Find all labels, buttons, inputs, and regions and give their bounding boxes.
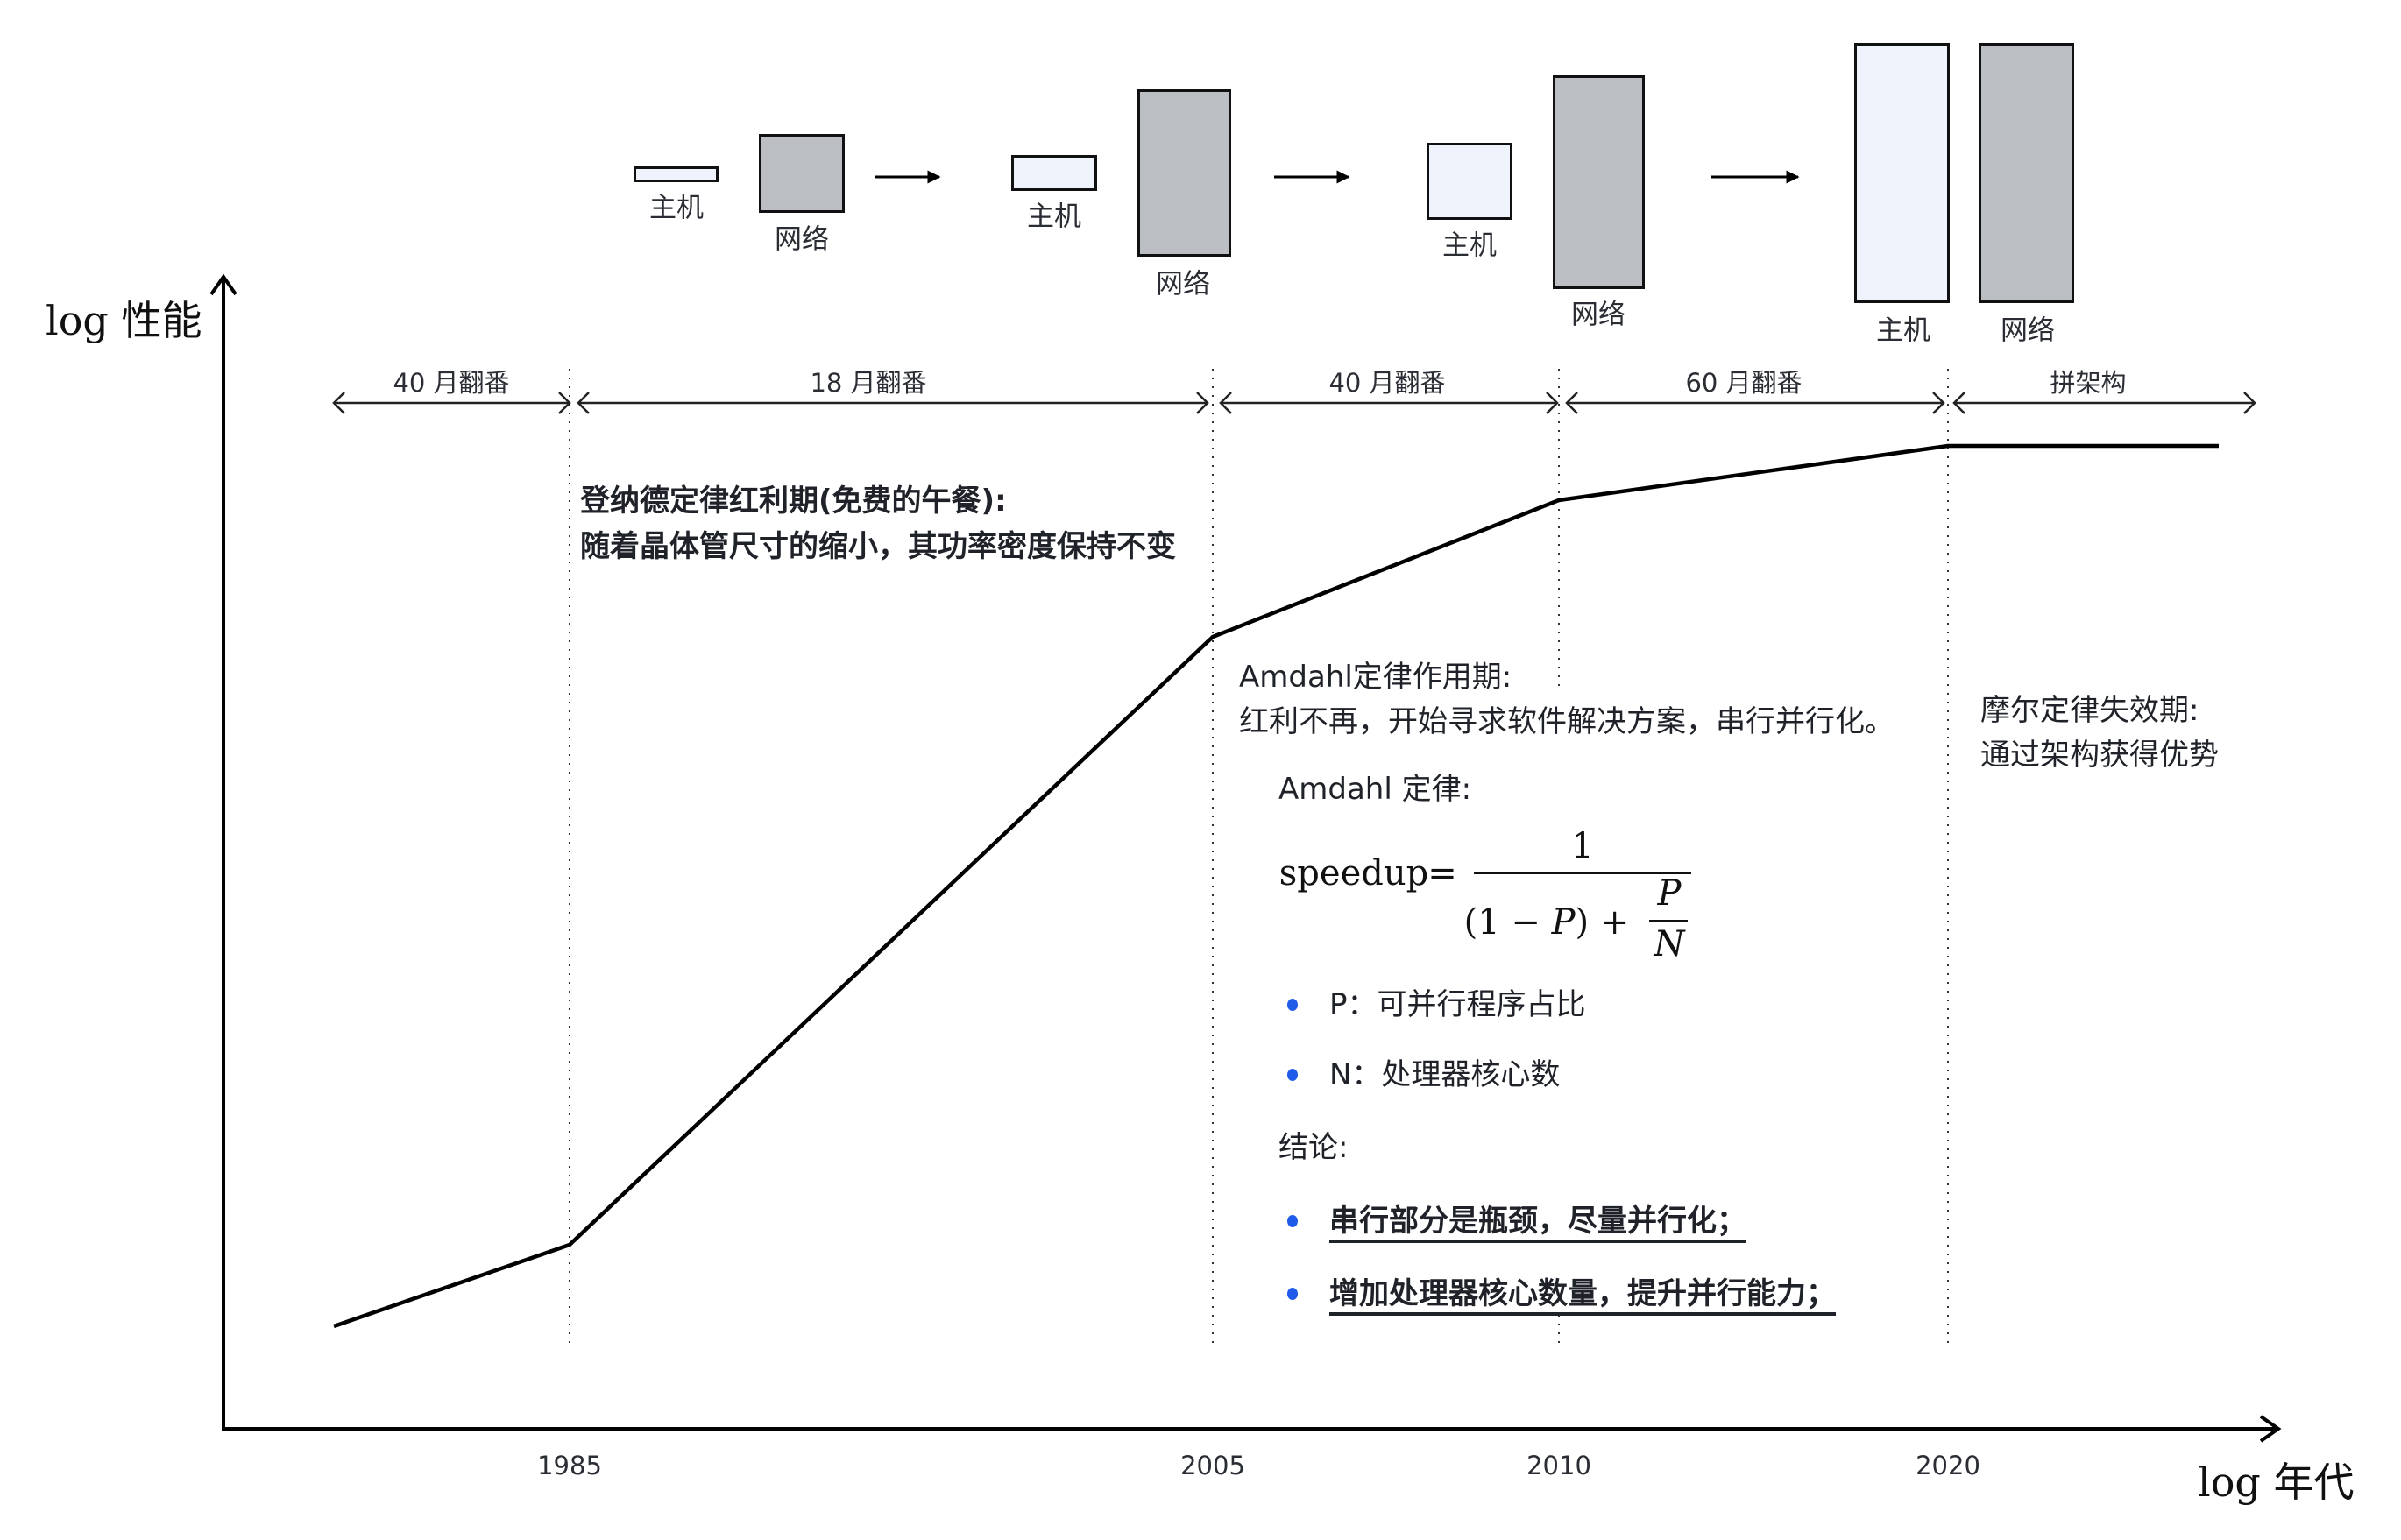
range-arrow-2 (577, 392, 1209, 414)
performance-curve (333, 443, 2219, 1329)
host-box (1427, 143, 1512, 220)
dennard-title: 登纳德定律红利期(免费的午餐): (580, 484, 1007, 519)
amdahl-law-heading: Amdahl 定律: (1278, 772, 1472, 807)
network-box (1979, 43, 2074, 303)
period-label-3: 40 月翻番 (1328, 368, 1446, 398)
denominator-right: ) + (1575, 902, 1630, 943)
formula-equals: = (1427, 853, 1457, 894)
period-label-5: 拼架构 (2050, 368, 2127, 398)
axes (209, 273, 2282, 1443)
inner-fraction-bar (1649, 920, 1688, 922)
x-tick-2020: 2020 (1916, 1451, 1980, 1480)
denominator-var: P (1551, 902, 1576, 943)
host-box (1854, 43, 1950, 303)
conclusion-heading: 结论: (1278, 1130, 1349, 1165)
range-arrow-4 (1565, 392, 1945, 414)
network-box (759, 134, 845, 213)
host-label: 主机 (649, 192, 704, 224)
period-arrows (332, 392, 2256, 414)
range-arrow-5 (1952, 392, 2256, 414)
x-tick-2010: 2010 (1526, 1451, 1591, 1480)
conclusion-2: 增加处理器核心数量，提升并行能力； (1329, 1276, 1836, 1311)
x-tick-2005: 2005 (1180, 1451, 1245, 1480)
network-label: 网络 (2001, 314, 2055, 347)
network-box (1137, 89, 1231, 257)
x-axis-arrowhead (2259, 1415, 2282, 1443)
host-label: 主机 (1442, 230, 1497, 262)
definition-p: P：可并行程序占比 (1329, 987, 1586, 1022)
period-label-4: 60 月翻番 (1685, 368, 1803, 398)
host-label: 主机 (1876, 314, 1930, 347)
fraction-bar (1474, 872, 1691, 874)
denominator-left: (1 − (1463, 902, 1552, 943)
network-label: 网络 (1571, 299, 1625, 331)
host-label: 主机 (1027, 201, 1081, 233)
network-label: 网络 (1156, 268, 1210, 300)
host-box (634, 166, 719, 182)
formula-lhs: speedup (1278, 853, 1429, 894)
inner-frac-den: N (1654, 924, 1685, 964)
amdahl-text-background (1227, 766, 1928, 1310)
bullet-icon (1287, 1288, 1298, 1300)
amdahl-period-background (1542, 692, 1928, 771)
bullet-icon (1287, 999, 1298, 1011)
bullet-icon (1287, 1069, 1298, 1081)
amdahl-period-title: Amdahl定律作用期: (1239, 660, 1512, 695)
host-box (1011, 155, 1097, 191)
bullet-icon (1287, 1215, 1298, 1227)
definition-n: N：处理器核心数 (1329, 1057, 1561, 1092)
y-axis-label: log 性能 (46, 297, 202, 344)
x-tick-1985: 1985 (537, 1451, 602, 1480)
period-label-2: 18 月翻番 (810, 368, 927, 398)
moore-end-title: 摩尔定律失效期: (1980, 693, 2199, 728)
range-arrow-1 (332, 392, 571, 414)
period-label-1: 40 月翻番 (393, 368, 510, 398)
formula-denominator: (1 − P) + (1464, 902, 1630, 943)
amdahl-period-body: 红利不再，开始寻求软件解决方案，串行并行化。 (1239, 704, 1895, 739)
network-box (1553, 75, 1645, 289)
network-label: 网络 (775, 223, 829, 256)
inner-frac-num: P (1657, 873, 1682, 914)
formula-numerator: 1 (1571, 826, 1594, 866)
x-axis-label: log 年代 (2198, 1459, 2355, 1506)
dennard-body: 随着晶体管尺寸的缩小，其功率密度保持不变 (580, 529, 1176, 564)
range-arrow-3 (1219, 392, 1559, 414)
y-axis-arrowhead (209, 273, 237, 296)
moore-end-body: 通过架构获得优势 (1980, 738, 2219, 773)
conclusion-1: 串行部分是瓶颈，尽量并行化； (1329, 1204, 1746, 1239)
